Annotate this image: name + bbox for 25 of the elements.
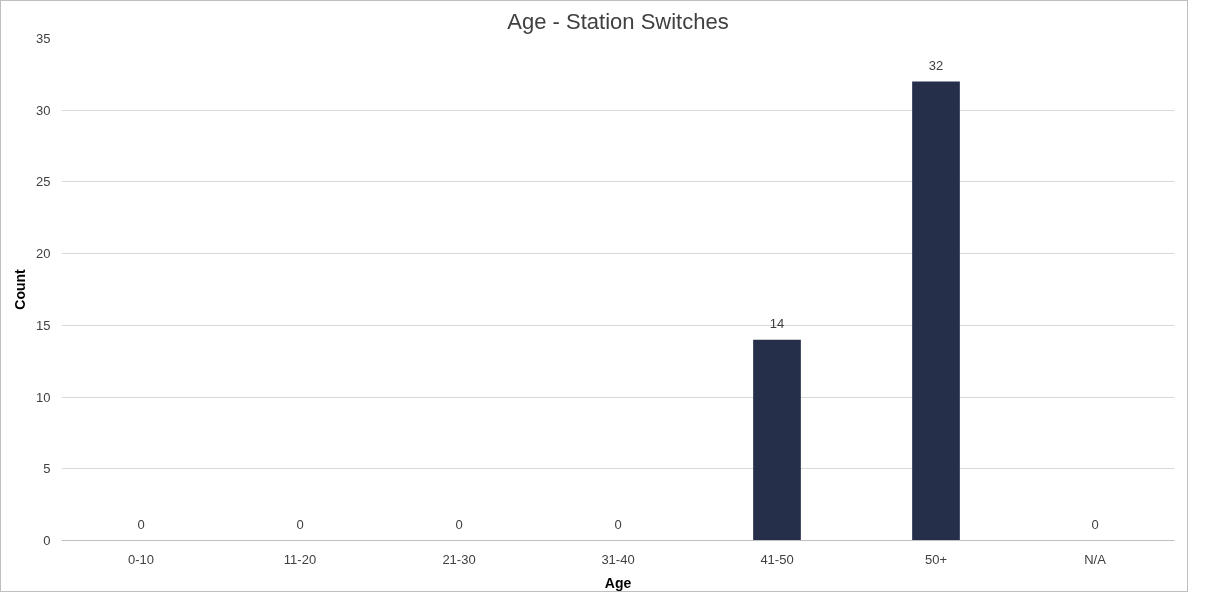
x-tick-label: 41-50 (760, 551, 794, 567)
y-tick-label: 5 (43, 461, 51, 477)
x-tick-label: 0-10 (127, 551, 155, 567)
x-tick-label: 31-40 (601, 551, 635, 567)
data-label: 14 (769, 315, 785, 331)
y-tick-label: 15 (36, 317, 51, 333)
data-label: 0 (455, 516, 463, 532)
y-tick-label: 35 (36, 31, 51, 46)
x-tick-label: N/A (1084, 551, 1107, 567)
x-axis-title: Age (604, 574, 632, 591)
chart-title: Age - Station Switches (507, 8, 729, 34)
y-tick-label: 30 (36, 102, 51, 118)
data-label: 0 (296, 516, 304, 532)
x-tick-label: 11-20 (283, 551, 317, 567)
data-label: 0 (1091, 516, 1099, 532)
y-tick-label: 25 (36, 174, 51, 190)
data-label: 0 (137, 516, 145, 532)
y-axis-title: Count (12, 268, 29, 310)
x-tick-label: 21-30 (442, 551, 476, 567)
y-tick-label: 10 (36, 389, 51, 405)
x-tick-label: 50+ (924, 551, 948, 567)
data-label: 0 (614, 516, 622, 532)
y-tick-label: 0 (43, 533, 51, 548)
y-tick-label: 20 (36, 246, 51, 262)
data-label: 32 (928, 57, 944, 73)
